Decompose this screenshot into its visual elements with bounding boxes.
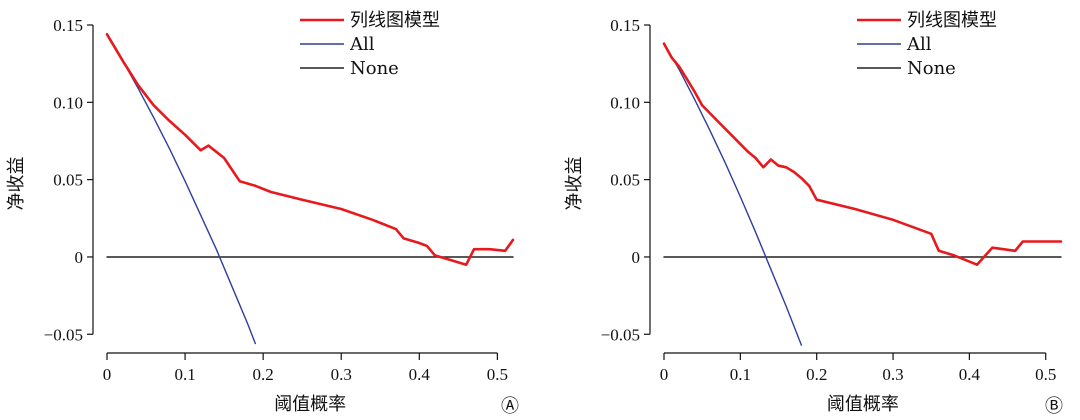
legend: 列线图模型 All None xyxy=(300,10,440,79)
legend-label: 列线图模型 xyxy=(907,10,997,31)
series-line-all xyxy=(663,42,803,346)
y-tick-label: 0.10 xyxy=(53,93,83,112)
y-tick-label: 0.15 xyxy=(610,16,640,35)
y-tick-label: 0.10 xyxy=(610,93,640,112)
x-tick-label: 0.4 xyxy=(409,365,431,384)
x-axis-label: 阈值概率 xyxy=(274,394,346,415)
y-tick-label: 0 xyxy=(632,248,641,267)
x-tick-label: 0.3 xyxy=(882,365,903,384)
y-tick-label: 0.05 xyxy=(610,171,640,190)
panel-label: Ⓑ xyxy=(1045,396,1063,417)
chart-panel-b: −0.05 0 0.05 0.10 0.15 0 0.1 0.2 0.3 0.4 0.5 阈值概率 净收… xyxy=(564,10,1063,417)
legend-label: None xyxy=(350,58,399,79)
x-tick-label: 0.4 xyxy=(959,365,981,384)
x-tick-label: 0.3 xyxy=(331,365,352,384)
y-axis-label: 净收益 xyxy=(564,157,585,211)
x-tick-label: 0.1 xyxy=(730,365,751,384)
legend: 列线图模型 All None xyxy=(857,10,997,79)
series-line-nomogram xyxy=(105,32,515,267)
legend-label: All xyxy=(906,34,932,55)
panel-label: Ⓐ xyxy=(501,396,519,417)
x-tick-label: 0.5 xyxy=(487,365,508,384)
legend-label: All xyxy=(349,34,375,55)
x-axis-label: 阈值概率 xyxy=(827,394,899,415)
y-tick-label: −0.05 xyxy=(44,325,83,344)
x-tick-label: 0.5 xyxy=(1035,365,1056,384)
y-tick-label: −0.05 xyxy=(601,325,640,344)
y-tick-label: 0 xyxy=(75,248,84,267)
series-line-all xyxy=(106,33,257,345)
y-tick-label: 0.05 xyxy=(53,171,83,190)
chart-panel-a: −0.05 0 0.05 0.10 0.15 0 0.1 0.2 0.3 0.4 0.5 阈值概率 净收… xyxy=(6,10,519,417)
legend-label: None xyxy=(907,58,956,79)
x-tick-label: 0.1 xyxy=(174,365,195,384)
x-tick-label: 0.2 xyxy=(806,365,827,384)
legend-label: 列线图模型 xyxy=(350,10,440,31)
x-tick-label: 0 xyxy=(660,365,669,384)
series-line-nomogram xyxy=(662,42,1063,267)
y-axis-label: 净收益 xyxy=(6,157,27,211)
y-tick-label: 0.15 xyxy=(53,16,83,35)
x-tick-label: 0.2 xyxy=(253,365,274,384)
x-tick-label: 0 xyxy=(103,365,112,384)
